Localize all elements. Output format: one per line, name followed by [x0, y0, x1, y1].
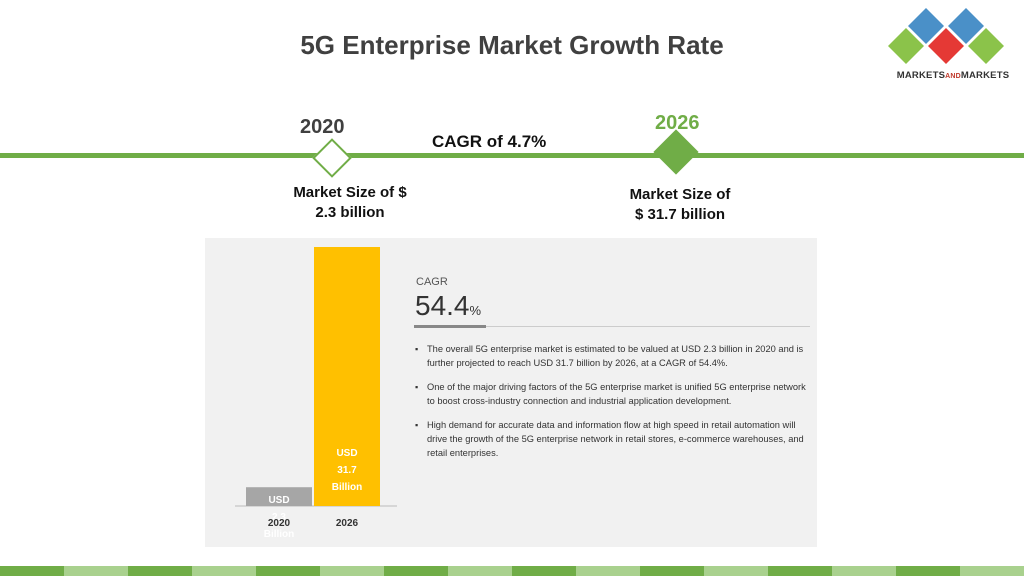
bar-data-label: Billion	[264, 529, 295, 540]
insight-item: High demand for accurate data and inform…	[415, 418, 810, 460]
bar-2020	[246, 487, 312, 506]
start-market-size: Market Size of $2.3 billion	[293, 184, 407, 221]
footer-stripe-segment	[0, 566, 64, 576]
timeline-cagr: CAGR of 4.7%	[432, 132, 547, 151]
footer-stripe	[0, 566, 1024, 576]
bar-data-label: 2.3	[272, 512, 286, 523]
bar-data-label: USD	[336, 448, 357, 459]
x-tick-label: 2026	[336, 518, 359, 529]
infographic-panel: USD 2.3 Billion 2020 USD 31.7 Billion 2026 CAGR…	[205, 238, 817, 547]
footer-stripe-segment	[960, 566, 1024, 576]
cagr-divider	[486, 326, 810, 327]
panel-cagr-label: CAGR	[416, 276, 448, 288]
page-title: 5G Enterprise Market Growth Rate	[300, 30, 724, 60]
footer-stripe-segment	[896, 566, 960, 576]
footer-stripe-segment	[576, 566, 640, 576]
footer-stripe-segment	[384, 566, 448, 576]
footer-stripe-segment	[448, 566, 512, 576]
panel-cagr-value: 54.4%	[415, 290, 482, 321]
footer-stripe-segment	[256, 566, 320, 576]
start-year: 2020	[300, 116, 345, 138]
end-year: 2026	[655, 112, 700, 134]
footer-stripe-segment	[192, 566, 256, 576]
timeline-line	[0, 153, 1024, 158]
footer-stripe-segment	[512, 566, 576, 576]
bar-2026	[314, 247, 380, 506]
insight-list: The overall 5G enterprise market is esti…	[415, 342, 810, 470]
x-tick-label: 2020	[268, 518, 291, 529]
footer-stripe-segment	[64, 566, 128, 576]
end-market-size: Market Size of $ 31.7 billion	[629, 186, 731, 223]
markets-and-markets-logo	[888, 8, 1004, 64]
footer-stripe-segment	[704, 566, 768, 576]
insight-item: The overall 5G enterprise market is esti…	[415, 342, 810, 370]
bar-data-label: USD	[268, 495, 289, 506]
bar-data-label: 31.7	[337, 465, 357, 476]
start-diamond-icon	[312, 138, 352, 178]
footer-stripe-segment	[128, 566, 192, 576]
end-diamond-icon	[653, 129, 699, 175]
logo-text: MARKETSANDMARKETS	[896, 70, 1010, 81]
bar-data-label: Billion	[332, 482, 363, 493]
insight-item: One of the major driving factors of the …	[415, 380, 810, 408]
footer-stripe-segment	[768, 566, 832, 576]
footer-stripe-segment	[320, 566, 384, 576]
cagr-underline	[414, 325, 486, 328]
footer-stripe-segment	[832, 566, 896, 576]
footer-stripe-segment	[640, 566, 704, 576]
